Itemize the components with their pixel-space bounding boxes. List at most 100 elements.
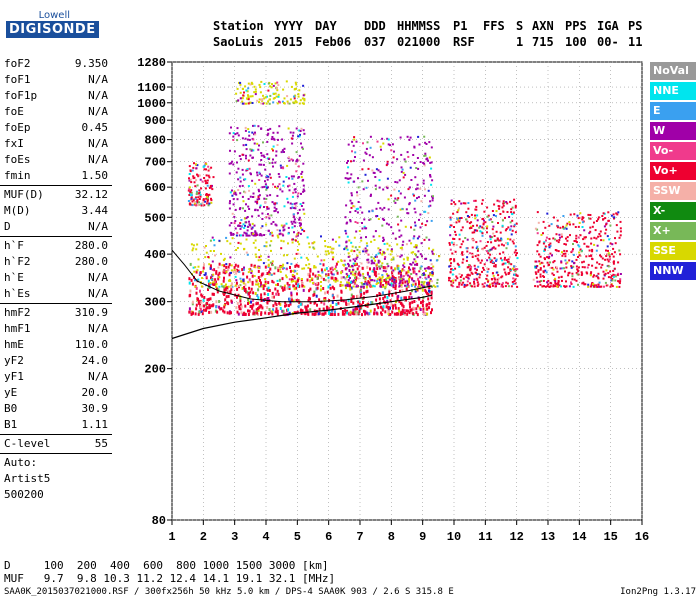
- echo-point: [398, 282, 401, 285]
- echo-point: [259, 204, 262, 207]
- echo-point: [200, 285, 203, 288]
- echo-point: [249, 225, 252, 228]
- echo-point: [424, 288, 427, 292]
- echo-point: [268, 308, 271, 311]
- echo-point: [392, 256, 395, 259]
- echo-point: [431, 285, 433, 288]
- echo-point: [266, 95, 268, 98]
- echo-point: [491, 210, 494, 212]
- param-name: C-level: [4, 437, 51, 450]
- echo-point: [254, 246, 257, 249]
- echo-point: [387, 223, 390, 226]
- echo-point: [401, 289, 404, 292]
- echo-point: [490, 248, 493, 251]
- auto-line: Auto:: [4, 456, 38, 469]
- echo-point: [327, 279, 330, 283]
- echo-point: [224, 285, 227, 288]
- echo-point: [491, 221, 494, 223]
- echo-point: [398, 300, 401, 304]
- echo-point: [260, 174, 263, 177]
- echo-point: [374, 259, 376, 262]
- echo-point: [235, 279, 238, 282]
- echo-point: [471, 272, 474, 275]
- echo-point: [332, 247, 335, 250]
- echo-point: [260, 159, 263, 161]
- echo-point: [507, 266, 510, 269]
- echo-point: [469, 225, 472, 228]
- echo-point: [348, 282, 351, 285]
- param-name: fxI: [4, 137, 24, 150]
- echo-point: [597, 277, 600, 280]
- echo-point: [549, 242, 552, 245]
- echo-point: [391, 271, 394, 275]
- echo-point: [342, 276, 345, 279]
- echo-point: [354, 278, 357, 282]
- echo-point: [353, 236, 356, 239]
- echo-point: [615, 212, 618, 215]
- echo-point: [252, 124, 254, 127]
- echo-point: [474, 267, 477, 270]
- echo-point: [471, 254, 474, 257]
- echo-point: [397, 271, 400, 275]
- echo-point: [266, 178, 269, 181]
- echo-point: [322, 277, 325, 281]
- echo-point: [616, 230, 619, 233]
- echo-point: [384, 256, 387, 258]
- echo-point: [237, 241, 240, 244]
- echo-point: [381, 217, 384, 220]
- echo-point: [359, 306, 362, 309]
- echo-point: [249, 101, 252, 104]
- echo-point: [324, 245, 327, 248]
- echo-point: [364, 310, 367, 314]
- echo-point: [269, 194, 272, 197]
- echo-point: [481, 202, 483, 205]
- echo-point: [351, 264, 354, 267]
- echo-point: [413, 246, 416, 248]
- echo-point: [494, 264, 497, 266]
- echo-point: [475, 277, 478, 280]
- echo-point: [337, 312, 340, 316]
- echo-point: [400, 269, 403, 272]
- echo-point: [308, 263, 311, 266]
- echo-point: [373, 308, 376, 312]
- echo-point: [203, 263, 205, 267]
- echo-point: [476, 278, 479, 281]
- echo-point: [294, 270, 297, 273]
- echo-point: [265, 245, 268, 248]
- echo-point: [307, 266, 310, 269]
- echo-point: [400, 310, 403, 314]
- echo-point: [403, 296, 406, 300]
- echo-point: [550, 223, 553, 226]
- echo-point: [228, 224, 231, 227]
- echo-point: [596, 266, 599, 269]
- echo-point: [271, 161, 274, 164]
- echo-point: [228, 207, 231, 210]
- echo-point: [295, 263, 298, 267]
- echo-point: [347, 262, 350, 265]
- echo-point: [324, 250, 327, 253]
- auto-line: Artist5: [4, 472, 51, 485]
- echo-point: [448, 279, 450, 282]
- echo-point: [604, 281, 607, 284]
- echo-point: [215, 271, 218, 275]
- echo-point: [223, 285, 226, 289]
- echo-point: [362, 283, 365, 285]
- echo-point: [564, 270, 566, 273]
- echo-point: [267, 312, 270, 316]
- echo-point: [284, 312, 287, 316]
- echo-point: [352, 268, 354, 271]
- echo-point: [335, 269, 338, 272]
- echo-point: [385, 164, 388, 167]
- param-value: N/A: [88, 287, 108, 300]
- echo-point: [504, 271, 507, 274]
- echo-point: [322, 287, 325, 290]
- param-name: B1: [4, 418, 18, 431]
- echo-point: [232, 233, 235, 235]
- echo-point: [191, 169, 194, 172]
- echo-point: [543, 257, 546, 260]
- echo-point: [319, 274, 322, 277]
- echo-point: [609, 276, 612, 279]
- echo-point: [498, 283, 501, 285]
- echo-point: [272, 131, 275, 134]
- echo-point: [346, 285, 349, 287]
